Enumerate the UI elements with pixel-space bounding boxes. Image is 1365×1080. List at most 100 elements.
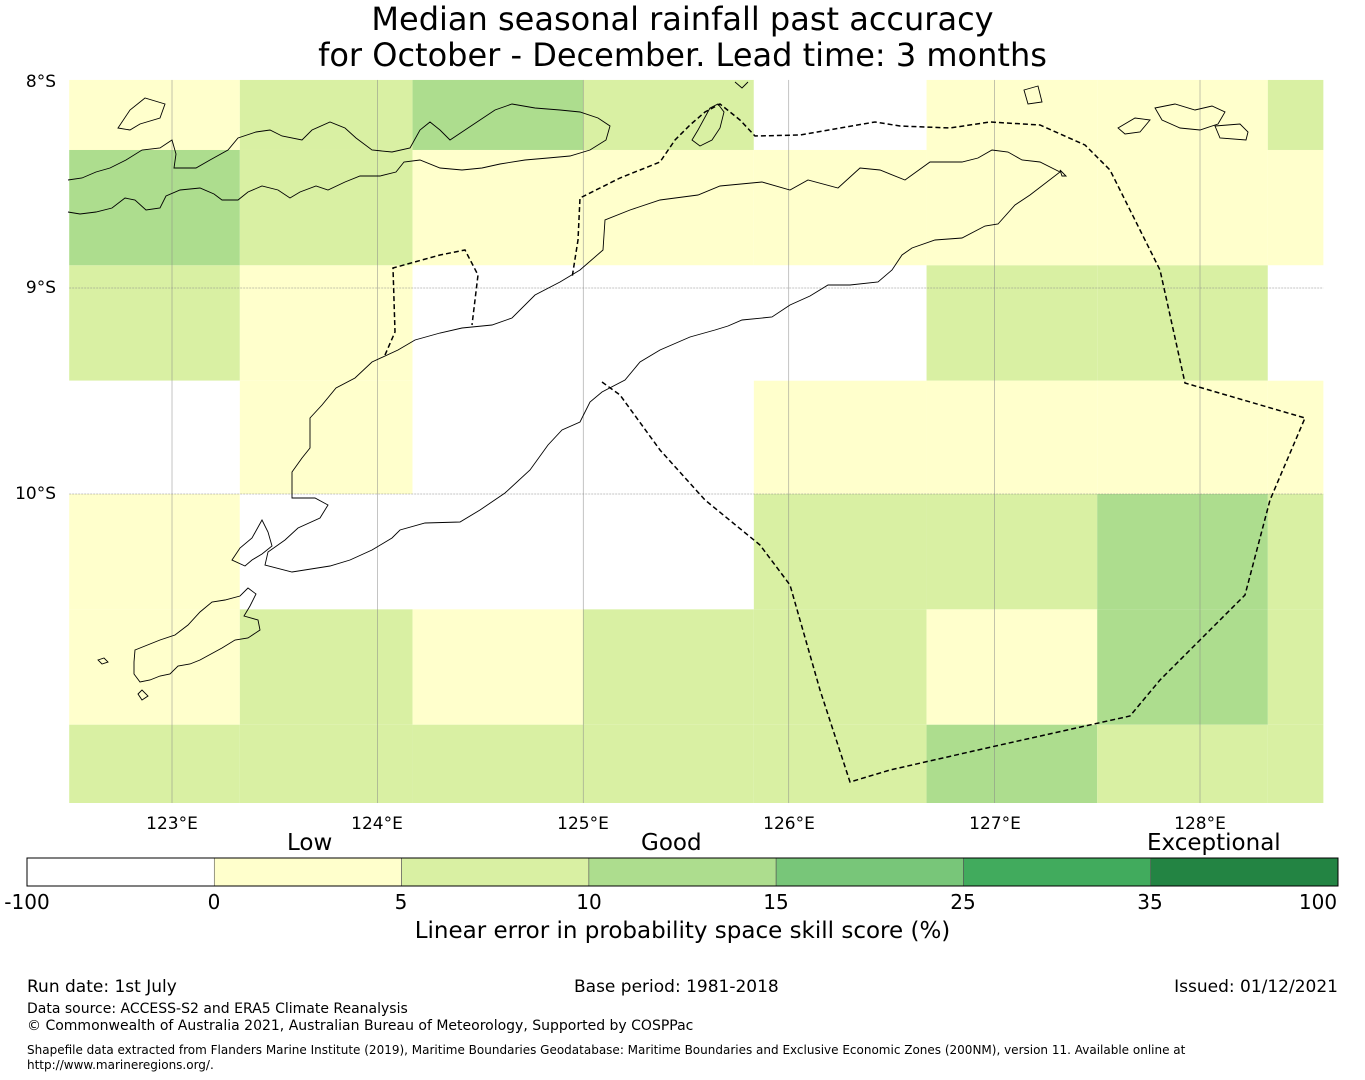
map-title-line-2: for October - December. Lead time: 3 mon… <box>318 36 1047 74</box>
colorbar-category-good: Good <box>641 830 702 856</box>
skill-cell <box>753 380 927 494</box>
skill-cell <box>1267 380 1324 494</box>
skill-cell <box>239 79 413 150</box>
skill-cell <box>1097 494 1268 610</box>
skill-cell <box>583 609 754 725</box>
skill-cell <box>926 609 1098 725</box>
skill-cell <box>1267 149 1324 266</box>
lon-label-126e: 126°E <box>763 814 815 834</box>
lat-label-9s: 9°S <box>25 278 56 298</box>
skill-cell <box>239 494 413 610</box>
graticule <box>69 79 1324 803</box>
skill-cell <box>1267 494 1324 610</box>
rote-coastline <box>231 519 273 567</box>
copyright-notice: © Commonwealth of Australia 2021, Austra… <box>27 1018 694 1034</box>
small-island-7 <box>1059 169 1068 177</box>
issued-date: Issued: 01/12/2021 <box>1174 977 1338 997</box>
skill-cell <box>1097 79 1268 150</box>
run-date: Run date: 1st July <box>27 977 177 997</box>
skill-cell <box>753 609 927 725</box>
eez-boundary <box>571 103 1307 783</box>
skill-cell <box>1097 380 1268 494</box>
skill-cell <box>412 494 584 610</box>
skill-cell <box>1267 265 1324 381</box>
skill-cell <box>753 494 927 610</box>
skill-cell <box>239 149 413 266</box>
skill-cell <box>1097 265 1268 381</box>
skill-cell <box>583 494 754 610</box>
small-island-2 <box>1023 85 1043 105</box>
skill-cell <box>926 724 1098 803</box>
colorbar-tick-35: 35 <box>1137 890 1163 914</box>
data-source: Data source: ACCESS-S2 and ERA5 Climate … <box>27 1001 408 1017</box>
colorbar-tick-5: 5 <box>394 890 408 914</box>
skill-cell <box>583 724 754 803</box>
skill-cell <box>412 149 584 266</box>
small-island-6 <box>734 81 749 89</box>
skill-cell <box>1267 724 1324 803</box>
base-period: Base period: 1981-2018 <box>574 977 779 997</box>
lon-label-128e: 128°E <box>1174 814 1226 834</box>
skill-cell <box>753 724 927 803</box>
lon-label-123e: 123°E <box>146 814 198 834</box>
colorbar-category-low: Low <box>287 830 333 856</box>
colorbar-tick-15: 15 <box>763 890 789 914</box>
lon-label-127e: 127°E <box>969 814 1021 834</box>
skill-cell <box>753 265 927 381</box>
small-island-4 <box>1154 103 1226 131</box>
lon-label-125e: 125°E <box>557 814 609 834</box>
skill-grid-cells <box>69 79 1324 803</box>
skill-cell <box>239 265 413 381</box>
colorbar-tick-minus100: -100 <box>4 890 50 914</box>
skill-cell <box>69 494 240 610</box>
skill-cell <box>583 265 754 381</box>
skill-cell <box>69 380 240 494</box>
skill-cell <box>753 79 927 150</box>
small-island-5 <box>1214 123 1249 141</box>
lat-label-8s: 8°S <box>25 72 56 92</box>
tiny-island-sw-1 <box>97 657 109 665</box>
skill-cell <box>69 79 240 150</box>
skill-cell <box>1267 609 1324 725</box>
skill-cell <box>239 380 413 494</box>
skill-cell <box>412 724 584 803</box>
atauro-coastline <box>691 103 725 147</box>
shapefile-credit-line-1: Shapefile data extracted from Flanders M… <box>27 1043 1186 1057</box>
skill-cell <box>412 609 584 725</box>
skill-cell <box>583 79 754 150</box>
skill-cell <box>69 724 240 803</box>
skill-cell <box>69 149 240 266</box>
colorbar-label: Linear error in probability space skill … <box>414 918 951 944</box>
skill-cell <box>926 380 1098 494</box>
skill-cell <box>583 380 754 494</box>
southwest-island-coastline <box>133 587 261 683</box>
skill-cell <box>69 609 240 725</box>
colorbar-category-exceptional: Exceptional <box>1147 830 1281 856</box>
small-island-1 <box>117 97 166 131</box>
oecusse-eez-boundary <box>384 249 479 356</box>
lon-label-124e: 124°E <box>351 814 403 834</box>
colorbar-tick-0: 0 <box>207 890 221 914</box>
skill-cell <box>926 494 1098 610</box>
skill-cell <box>69 265 240 381</box>
skill-cell <box>1267 79 1324 150</box>
tiny-island-sw-2 <box>137 689 149 701</box>
timor-coastline <box>264 149 1061 573</box>
skill-cell <box>239 609 413 725</box>
northern-islands-coastline <box>67 103 611 215</box>
skill-cell <box>412 380 584 494</box>
colorbar-tick-100: 100 <box>1298 890 1338 914</box>
skill-cell <box>753 149 927 266</box>
shapefile-credit-line-2: http://www.marineregions.org/. <box>27 1058 214 1072</box>
skill-cell <box>412 79 584 150</box>
skill-cell <box>1097 149 1268 266</box>
skill-cell <box>1097 724 1268 803</box>
skill-cell <box>926 149 1098 266</box>
skill-cell <box>239 724 413 803</box>
colorbar-tick-10: 10 <box>576 890 602 914</box>
small-island-3 <box>1117 117 1151 135</box>
skill-cell <box>926 265 1098 381</box>
skill-cell <box>1097 609 1268 725</box>
skill-cell <box>583 149 754 266</box>
